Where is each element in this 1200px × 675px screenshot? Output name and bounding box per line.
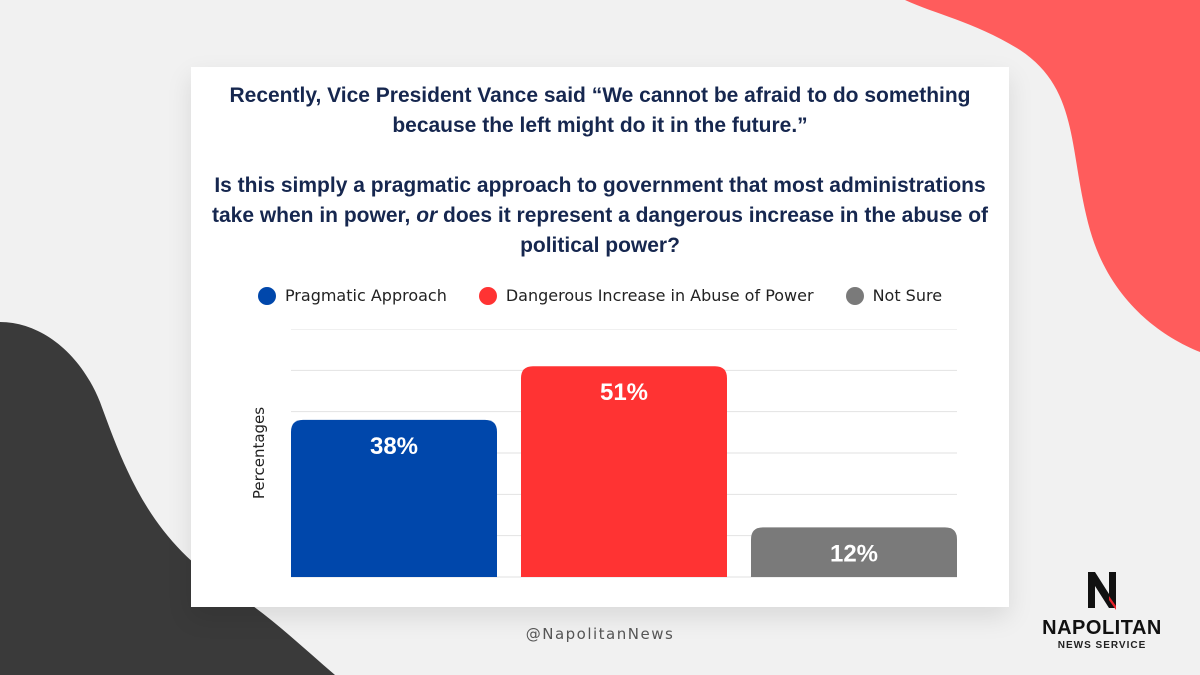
legend-dot-not-sure [845,286,864,305]
legend-label-pragmatic: Pragmatic Approach [284,286,447,305]
logo-subtitle: NEWS SERVICE [1057,640,1147,651]
napolitan-logo: NAPOLITAN NEWS SERVICE [1036,570,1168,651]
bar-value-label-dangerous: 51% [600,379,648,406]
bar-pragmatic [291,419,497,577]
legend-dot-dangerous [478,286,497,305]
question-prompt: Is this simply a pragmatic approach to g… [191,171,1009,261]
logo-wordmark: NAPOLITAN [1042,617,1162,639]
y-axis-label: Percentages [250,406,268,500]
bar-chart: 38% 51% 12% [291,329,957,578]
bar-dangerous [521,366,727,577]
question-prompt-start: Is this simply a pragmatic approach to g… [211,174,986,227]
legend-item-not-sure: Not Sure [845,286,943,305]
bar-not-sure [751,527,957,577]
legend-label-dangerous: Dangerous Increase in Abuse of Power [505,286,814,305]
chart-legend: Pragmatic Approach Dangerous Increase in… [191,286,1009,305]
coral-blob [905,0,1200,352]
dark-blob [0,322,335,675]
social-handle: @NapolitanNews [525,625,675,643]
question-prompt-end: does it represent a dangerous increase i… [437,204,989,257]
question-prompt-emphasis: or [416,204,438,227]
bar-value-label-not-sure: 12% [830,540,878,567]
question-quote: Recently, Vice President Vance said “We … [229,84,971,137]
legend-label-not-sure: Not Sure [872,286,943,305]
legend-item-dangerous: Dangerous Increase in Abuse of Power [478,286,814,305]
bar-value-label-pragmatic: 38% [370,433,418,460]
napolitan-n-icon [1088,572,1116,610]
legend-dot-pragmatic [257,286,276,305]
poll-question: Recently, Vice President Vance said “We … [191,81,1009,261]
legend-item-pragmatic: Pragmatic Approach [257,286,447,305]
poll-card: Recently, Vice President Vance said “We … [191,67,1009,607]
